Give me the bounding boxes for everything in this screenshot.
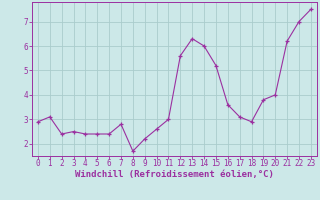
X-axis label: Windchill (Refroidissement éolien,°C): Windchill (Refroidissement éolien,°C): [75, 170, 274, 179]
